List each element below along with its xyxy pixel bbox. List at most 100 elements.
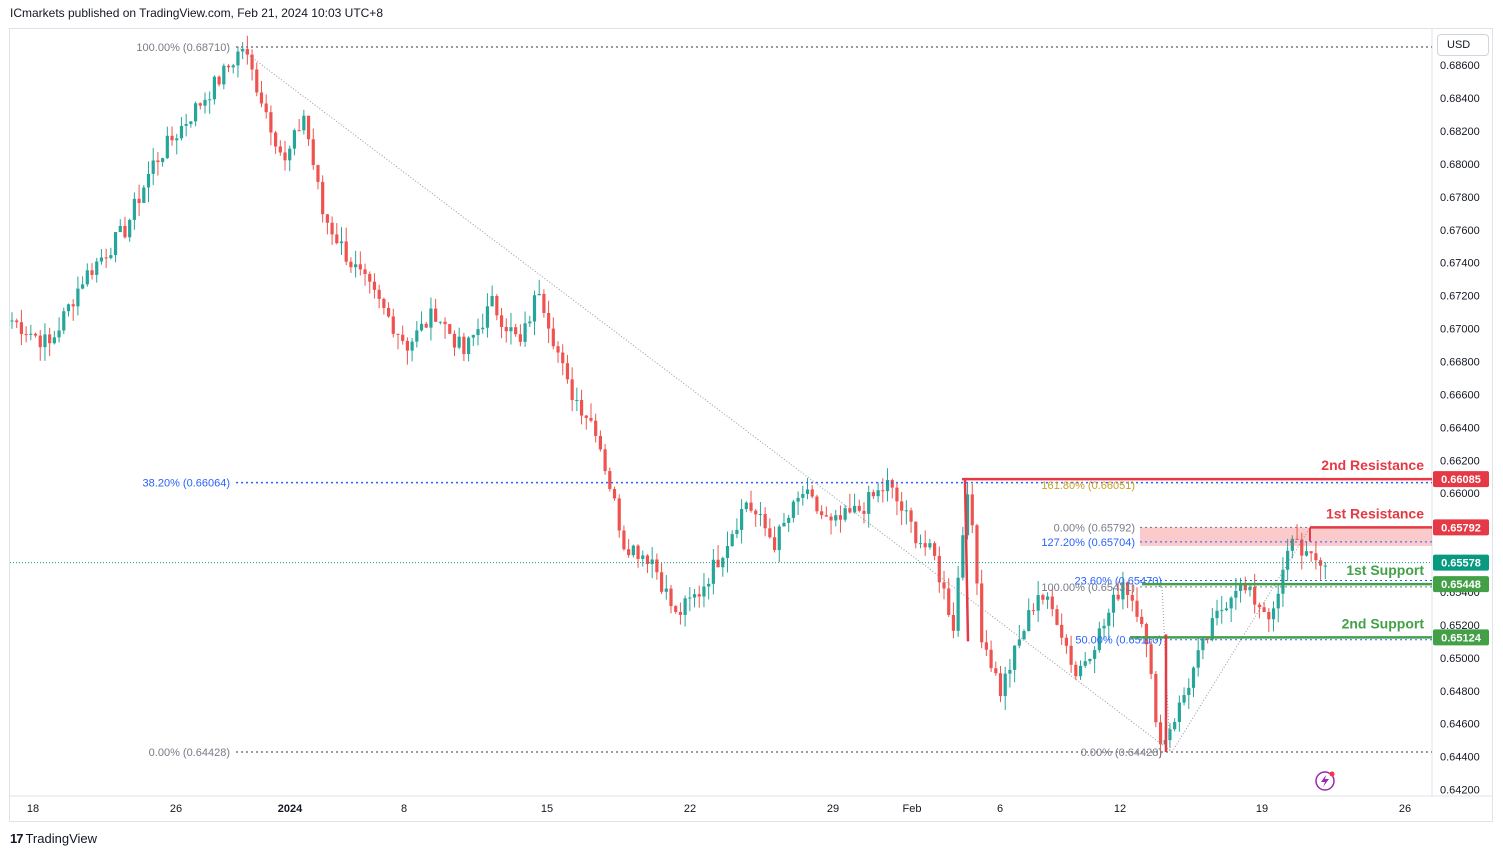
candle-down xyxy=(316,165,320,182)
candle-down xyxy=(38,335,42,348)
candle-up xyxy=(1107,612,1111,626)
tradingview-logo[interactable]: 17 TradingView xyxy=(10,831,97,846)
level-name: 2nd Support xyxy=(1342,615,1425,631)
candle-up xyxy=(161,158,165,163)
candle-down xyxy=(1257,604,1261,608)
currency-selector[interactable]: USD xyxy=(1437,34,1489,56)
candle-up xyxy=(471,335,475,338)
candle-up xyxy=(1276,593,1280,609)
candle-up xyxy=(1210,618,1214,640)
candle-down xyxy=(1314,553,1318,561)
candle-down xyxy=(358,264,362,270)
candle-down xyxy=(363,269,367,275)
candle-down xyxy=(264,103,268,113)
candle-up xyxy=(62,311,66,331)
candle-down xyxy=(937,555,941,583)
candle-down xyxy=(278,146,282,153)
time-tick-label: 8 xyxy=(401,803,407,815)
candle-up xyxy=(99,257,104,262)
candle-up xyxy=(142,187,146,203)
candle-up xyxy=(1111,594,1116,613)
resistance-zone xyxy=(1140,527,1432,546)
candle-up xyxy=(52,337,56,344)
candle-up xyxy=(1215,610,1219,619)
candle-up xyxy=(109,255,113,259)
price-tick-label: 0.66800 xyxy=(1440,356,1480,368)
candle-down xyxy=(405,340,409,351)
candle-down xyxy=(15,320,19,323)
candle-down xyxy=(443,321,447,325)
candle-down xyxy=(514,327,518,335)
candle-up xyxy=(354,264,358,268)
price-tick-label: 0.66600 xyxy=(1440,389,1480,401)
candle-down xyxy=(984,642,988,650)
candle-up xyxy=(481,327,485,330)
candle-down xyxy=(33,333,38,336)
candle-down xyxy=(344,241,348,262)
candle-up xyxy=(523,323,527,342)
candle-down xyxy=(900,501,904,511)
candle-down xyxy=(1055,609,1059,625)
candle-down xyxy=(368,274,372,282)
candle-up xyxy=(485,306,490,328)
candle-down xyxy=(810,489,814,497)
candle-up xyxy=(1177,702,1181,722)
fib-ext-label: 0.00% (0.64428) xyxy=(1081,747,1162,759)
candle-down xyxy=(499,315,504,327)
candle-up xyxy=(1281,569,1285,594)
candle-up xyxy=(876,490,880,497)
candle-up xyxy=(212,76,217,100)
candle-up xyxy=(118,225,122,233)
candle-up xyxy=(175,138,179,141)
candle-down xyxy=(570,379,574,401)
candle-down xyxy=(335,234,339,244)
tradingview-logo-icon: 17 xyxy=(10,831,24,846)
candle-up xyxy=(302,115,306,131)
candle-up xyxy=(777,526,781,551)
candle-up xyxy=(1196,650,1200,668)
candle-up xyxy=(1229,597,1233,609)
candle-down xyxy=(434,308,438,322)
candle-down xyxy=(551,328,555,347)
candle-up xyxy=(476,329,480,336)
candle-down xyxy=(716,559,720,568)
candle-up xyxy=(236,51,240,66)
candle-up xyxy=(165,135,169,159)
level-price-text: 0.65124 xyxy=(1441,632,1482,644)
level-name: 2nd Resistance xyxy=(1321,457,1424,473)
candle-down xyxy=(19,322,24,335)
candle-up xyxy=(528,321,532,324)
candle-up xyxy=(740,509,744,530)
candle-down xyxy=(283,152,287,161)
candle-up xyxy=(1097,628,1101,651)
candle-down xyxy=(589,417,593,421)
candle-up xyxy=(918,543,923,545)
candle-down xyxy=(697,594,701,597)
time-axis-ticks: 18 26 2024 8 15 22 29 Feb 6 12 19 26 xyxy=(27,803,1411,815)
candle-up xyxy=(490,296,494,307)
candle-up xyxy=(288,148,292,161)
candle-up xyxy=(1323,565,1327,567)
time-tick-label: 26 xyxy=(1399,803,1411,815)
candle-down xyxy=(401,334,405,341)
price-tick-label: 0.66200 xyxy=(1440,455,1480,467)
candle-down xyxy=(48,334,52,344)
candle-down xyxy=(90,270,94,275)
candle-up xyxy=(805,489,810,495)
lightning-icon xyxy=(1315,771,1335,791)
level-price-text: 0.65792 xyxy=(1441,522,1481,534)
candle-down xyxy=(1130,594,1134,601)
fib-label-100: 100.00% (0.68710) xyxy=(136,42,230,54)
candle-down xyxy=(890,479,894,488)
candle-down xyxy=(448,324,452,334)
candle-down xyxy=(297,130,301,132)
candle-down xyxy=(923,543,927,548)
candle-down xyxy=(749,502,753,511)
price-tick-label: 0.66000 xyxy=(1440,488,1480,500)
price-tick-label: 0.65200 xyxy=(1440,620,1480,632)
candle-up xyxy=(438,321,442,323)
candle-down xyxy=(763,513,767,529)
candle-down xyxy=(226,65,231,68)
candle-up xyxy=(57,330,61,338)
